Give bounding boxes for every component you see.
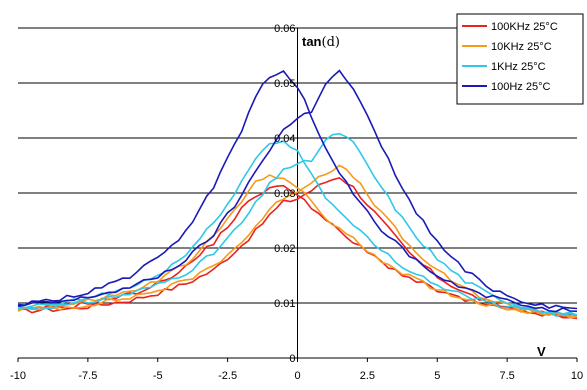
x-tick-label-10: 10 <box>571 370 583 382</box>
x-tick-label--2.5: -2.5 <box>218 370 237 382</box>
y-tick-label-0.05: 0.05 <box>274 78 295 90</box>
y-tick-label-0.01: 0.01 <box>274 298 295 310</box>
x-tick-label--5: -5 <box>153 370 163 382</box>
legend-label-100khz-25-c: 100KHz 25°C <box>491 21 558 33</box>
tick-labels: 0 0.01 0.02 0.03 0.04 0.05 0.06 -10 -7.5 -5 -2.5 0 2… <box>10 23 583 382</box>
x-axis-title: V <box>537 344 546 359</box>
plot-series <box>17 69 578 320</box>
y-tick-label-0.06: 0.06 <box>274 23 295 35</box>
x-tick-label--10: -10 <box>10 370 26 382</box>
y-axis-title: tan(d) <box>302 34 340 50</box>
x-tick-label-5: 5 <box>434 370 440 382</box>
series-line-10khz-25-c-down <box>17 174 578 319</box>
series-line-10khz-25-c-up <box>17 164 578 317</box>
y-tick-label-0.03: 0.03 <box>274 188 295 200</box>
series-line-100hz-25-c-down <box>17 69 578 313</box>
y-tick-label-0: 0 <box>289 353 295 365</box>
legend-box <box>456 13 584 105</box>
legend-label-1khz-25-c: 1KHz 25°C <box>491 61 546 73</box>
y-tick-label-0.04: 0.04 <box>274 133 295 145</box>
legend-label-100hz-25-c: 100Hz 25°C <box>491 81 550 93</box>
legend-label-10khz-25-c: 10KHz 25°C <box>491 41 552 53</box>
x-tick-label-2.5: 2.5 <box>360 370 375 382</box>
y-tick-label-0.02: 0.02 <box>274 243 295 255</box>
series-line-1khz-25-c-up <box>17 132 578 316</box>
legend: 100KHz 25°C 10KHz 25°C 1KHz 25°C 100Hz 25°C <box>456 13 584 105</box>
x-tick-label-7.5: 7.5 <box>499 370 514 382</box>
series-line-100hz-25-c-up <box>17 69 578 310</box>
series-line-100khz-25-c-up <box>17 177 578 319</box>
x-tick-label-0: 0 <box>294 370 300 382</box>
x-tick-label--7.5: -7.5 <box>78 370 97 382</box>
